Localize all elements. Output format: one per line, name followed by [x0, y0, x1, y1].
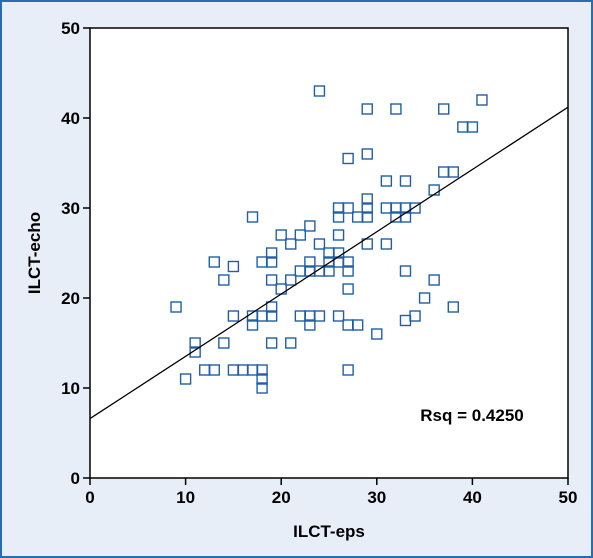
data-point: [447, 301, 459, 313]
data-point: [304, 256, 316, 268]
data-point: [313, 238, 326, 250]
x-tick-label: 0: [85, 488, 94, 507]
data-point: [342, 256, 354, 268]
data-point: [265, 301, 278, 313]
data-point: [342, 152, 354, 165]
data-point: [265, 274, 278, 286]
data-point: [304, 220, 316, 232]
data-points: [170, 85, 488, 394]
data-point: [418, 292, 431, 304]
y-tick-label: 40: [61, 109, 80, 128]
y-tick-label: 10: [61, 379, 80, 398]
data-point: [304, 319, 316, 331]
y-tick-label: 30: [61, 199, 80, 218]
data-point: [332, 310, 345, 322]
data-point: [208, 256, 220, 268]
x-tick-label: 10: [176, 488, 195, 507]
data-point: [332, 211, 345, 223]
data-point: [409, 202, 421, 214]
data-point: [285, 274, 297, 286]
data-point: [265, 247, 278, 259]
data-point: [361, 211, 373, 223]
y-tick-label: 50: [61, 19, 80, 38]
data-point: [265, 337, 278, 349]
data-point: [246, 319, 259, 331]
data-point: [256, 364, 268, 376]
data-point: [170, 301, 182, 313]
y-axis-title: ILCT-echo: [25, 212, 44, 294]
data-point: [361, 103, 373, 115]
data-point: [409, 310, 421, 322]
data-point: [428, 274, 440, 286]
data-point: [447, 166, 459, 178]
data-point: [380, 175, 393, 187]
data-point: [399, 175, 412, 187]
plot-area: [89, 27, 569, 479]
data-point: [265, 256, 278, 268]
y-tick-label: 0: [71, 469, 80, 488]
data-point: [265, 310, 278, 322]
data-point: [361, 238, 373, 250]
axis-ticks: 0 10 20 30 40 50 0 10 20 30 40 50: [61, 19, 577, 507]
data-point: [189, 346, 201, 358]
data-point: [179, 373, 192, 385]
x-tick-label: 30: [367, 488, 386, 507]
data-point: [208, 364, 220, 376]
x-tick-label: 50: [559, 488, 578, 507]
data-point: [476, 94, 488, 106]
data-point: [189, 337, 201, 349]
data-point: [323, 265, 335, 277]
data-point: [256, 382, 268, 394]
data-point: [313, 85, 326, 97]
data-point: [371, 328, 383, 340]
data-point: [285, 238, 297, 250]
data-point: [361, 202, 373, 214]
data-point: [313, 310, 326, 322]
x-tick-label: 20: [272, 488, 291, 507]
data-point: [227, 260, 240, 273]
data-point: [256, 373, 268, 385]
data-point: [275, 229, 287, 241]
data-point: [332, 229, 345, 241]
data-point: [218, 337, 230, 349]
data-point: [342, 283, 354, 295]
data-point: [466, 121, 479, 133]
data-point: [380, 238, 393, 250]
data-point: [342, 364, 354, 376]
y-tick-label: 20: [61, 289, 80, 308]
data-point: [399, 265, 412, 277]
data-point: [438, 103, 450, 115]
rsq-annotation: Rsq = 0.4250: [420, 406, 524, 425]
data-point: [390, 103, 402, 115]
data-point: [351, 319, 364, 331]
data-point: [285, 337, 297, 349]
data-point: [218, 274, 230, 286]
data-point: [227, 310, 240, 322]
regression-line: [89, 106, 569, 420]
data-point: [342, 265, 354, 277]
data-point: [246, 211, 259, 223]
x-axis-title: ILCT-eps: [293, 522, 365, 541]
data-point: [294, 229, 307, 241]
data-point: [361, 148, 373, 160]
data-point: [342, 202, 354, 214]
data-point: [361, 193, 373, 205]
x-tick-label: 40: [463, 488, 482, 507]
